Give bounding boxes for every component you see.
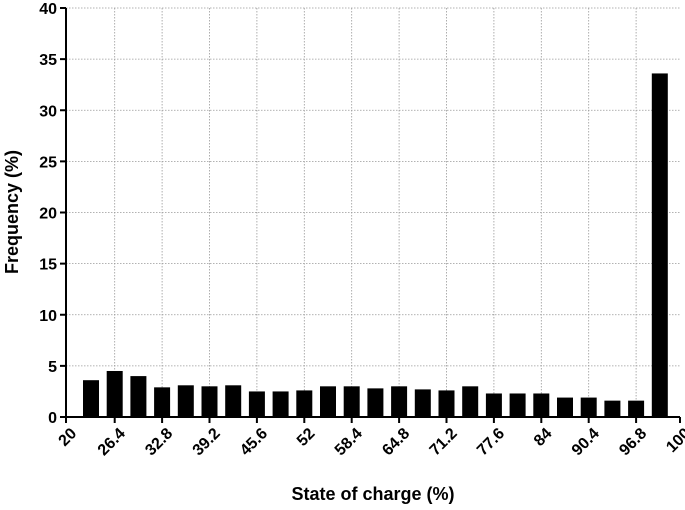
bar bbox=[485, 393, 502, 417]
y-tick-label: 40 bbox=[39, 1, 57, 18]
bar bbox=[557, 397, 573, 417]
x-tick-label: 26.4 bbox=[95, 425, 129, 459]
bar bbox=[248, 391, 265, 417]
y-axis-title: Frequency (%) bbox=[2, 150, 22, 274]
bar bbox=[320, 386, 336, 417]
y-tick-label: 0 bbox=[48, 410, 57, 427]
x-tick-label: 90.4 bbox=[569, 425, 603, 459]
bar bbox=[225, 385, 242, 417]
x-tick-label: 100 bbox=[663, 425, 685, 456]
y-tick-label: 35 bbox=[39, 52, 57, 69]
y-tick-label: 30 bbox=[39, 103, 57, 120]
bar bbox=[154, 387, 171, 417]
bar bbox=[343, 386, 360, 417]
bar bbox=[391, 386, 408, 417]
x-tick-label: 52 bbox=[294, 425, 319, 450]
x-tick-label: 39.2 bbox=[190, 425, 224, 459]
bar bbox=[296, 390, 313, 417]
x-tick-label: 45.6 bbox=[237, 425, 271, 459]
x-tick-label: 64.8 bbox=[379, 425, 413, 459]
bar bbox=[272, 391, 289, 417]
x-tick-label: 58.4 bbox=[332, 425, 366, 459]
y-tick-label: 10 bbox=[39, 308, 57, 325]
x-tick-label: 20 bbox=[56, 425, 81, 450]
x-axis-title: State of charge (%) bbox=[291, 484, 454, 504]
bar bbox=[201, 386, 218, 417]
bar bbox=[106, 370, 123, 417]
x-tick-label: 77.6 bbox=[474, 425, 508, 459]
x-tick-label: 32.8 bbox=[142, 425, 176, 459]
x-tick-label: 96.8 bbox=[616, 425, 650, 459]
bar bbox=[651, 73, 668, 417]
bar bbox=[628, 400, 645, 417]
y-tick-label: 15 bbox=[39, 257, 57, 274]
y-tick-label: 25 bbox=[39, 154, 57, 171]
bar bbox=[130, 376, 147, 417]
bar bbox=[580, 397, 597, 417]
bar bbox=[604, 400, 621, 417]
y-tick-label: 5 bbox=[48, 359, 57, 376]
bar bbox=[509, 393, 526, 417]
bar bbox=[83, 380, 99, 417]
x-tick-label: 84 bbox=[531, 425, 556, 450]
bar bbox=[438, 390, 455, 417]
x-tick-label: 71.2 bbox=[427, 425, 461, 459]
bar bbox=[177, 385, 194, 417]
bar bbox=[462, 386, 479, 417]
bar bbox=[414, 389, 431, 417]
y-tick-label: 20 bbox=[39, 206, 57, 223]
bar bbox=[533, 393, 550, 417]
bar bbox=[367, 388, 384, 417]
